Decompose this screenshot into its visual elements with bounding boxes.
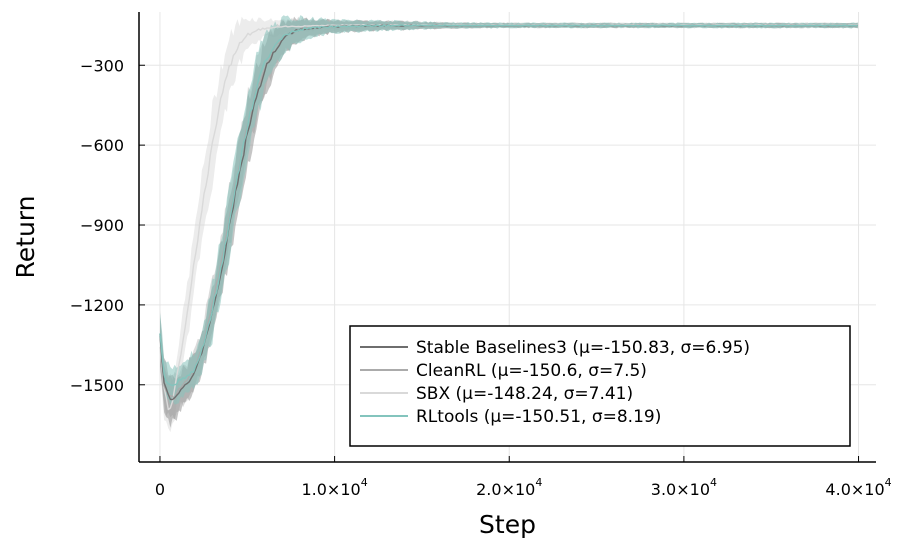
legend-label: Stable Baselines3 (μ=-150.83, σ=6.95) [416,338,750,358]
series-line [159,24,858,387]
y-tick-label: −600 [80,136,124,155]
series-band [160,16,858,433]
x-tick-label: 3.0×104 [651,476,717,499]
x-tick-label: 0 [155,480,165,499]
legend: Stable Baselines3 (μ=-150.83, σ=6.95) Cle… [349,325,851,447]
x-tick-label: 1.0×104 [301,476,367,499]
legend-label: RLtools (μ=-150.51, σ=8.19) [416,407,661,427]
x-tick-exponent: 4 [535,476,542,489]
series-lines [159,23,858,411]
x-axis-title: Step [479,510,536,539]
x-tick-exponent: 4 [710,476,717,489]
y-tick-label: −1200 [70,296,124,315]
x-tick-label: 2.0×104 [476,476,542,499]
tick-labels: 0 1.0×104 2.0×104 3.0×104 4.0×104 −300 −600 −90… [70,56,892,499]
legend-label: SBX (μ=-148.24, σ=7.41) [416,384,633,404]
x-tick-exponent: 4 [361,476,368,489]
x-tick-exponent: 4 [885,476,892,489]
y-tick-label: −900 [80,216,124,235]
legend-box [349,325,851,447]
series-bands [160,15,858,433]
y-axis-title: Return [11,196,40,279]
x-tick-label: 4.0×104 [825,476,891,499]
y-tick-label: −300 [80,56,124,75]
y-tick-label: −1500 [70,376,124,395]
legend-label: CleanRL (μ=-150.6, σ=7.5) [416,361,647,381]
axes [138,12,876,463]
